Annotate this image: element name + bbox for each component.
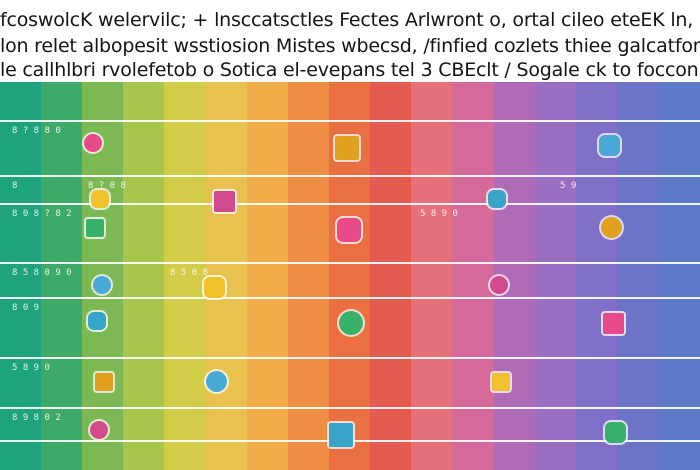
color-band bbox=[0, 82, 43, 470]
row-divider bbox=[0, 203, 700, 205]
paint-icon bbox=[599, 135, 620, 156]
star-icon bbox=[492, 373, 510, 391]
color-band bbox=[370, 82, 413, 470]
row-divider bbox=[0, 175, 700, 177]
row-label: 5 8 9 0 bbox=[420, 209, 458, 219]
star-icon bbox=[204, 277, 225, 298]
header-line: lon relet albopesit wsstiosion Mistes wb… bbox=[0, 35, 700, 57]
leaf-icon bbox=[335, 136, 359, 160]
color-band bbox=[617, 82, 660, 470]
row-divider bbox=[0, 407, 700, 409]
row-label: 8 ? 0 8 bbox=[88, 181, 126, 191]
leaf-icon bbox=[95, 373, 113, 391]
row-divider bbox=[0, 262, 700, 264]
row-label: 8 0 9 bbox=[12, 303, 40, 313]
chart-icon bbox=[337, 218, 361, 242]
shield-icon bbox=[86, 219, 104, 237]
row-divider bbox=[0, 297, 700, 299]
color-band bbox=[205, 82, 248, 470]
row-divider bbox=[0, 357, 700, 359]
paint-icon bbox=[93, 276, 111, 294]
row-label: 8 9 8 0 2 bbox=[12, 413, 61, 423]
row-label: 8 5 0 8 bbox=[170, 268, 208, 278]
row-label: 5 9 bbox=[560, 181, 577, 191]
palette-icon bbox=[329, 423, 353, 447]
palette-icon bbox=[488, 190, 506, 208]
row-label: 8 ? 8 8 0 bbox=[12, 126, 61, 136]
cube-icon bbox=[214, 191, 235, 212]
chart-icon bbox=[603, 313, 624, 334]
color-band bbox=[123, 82, 166, 470]
cube-icon bbox=[490, 276, 508, 294]
row-label: 8 0 8 ? 8 2 bbox=[12, 209, 72, 219]
row-divider bbox=[0, 120, 700, 122]
header-line: fcoswolcK welervilc; + lnsccatsctles Fec… bbox=[0, 9, 700, 31]
row-label: 5 8 9 0 bbox=[12, 363, 50, 373]
chart-icon bbox=[84, 134, 102, 152]
row-label: 8 bbox=[12, 181, 18, 191]
row-label: 8 5 8 0 9 0 bbox=[12, 268, 72, 278]
page-header: fcoswolcK welervilc; + lnsccatsctles Fec… bbox=[0, 0, 700, 82]
leaf-icon bbox=[601, 217, 622, 238]
color-band bbox=[41, 82, 84, 470]
header-line: le callhlbri rvolefetob o Sotica el-evep… bbox=[0, 59, 700, 81]
color-band bbox=[247, 82, 290, 470]
color-band bbox=[658, 82, 700, 470]
color-band bbox=[164, 82, 207, 470]
color-band bbox=[452, 82, 495, 470]
palette-icon bbox=[88, 312, 106, 330]
star-icon bbox=[91, 190, 109, 208]
shield-icon bbox=[605, 422, 626, 443]
color-band bbox=[535, 82, 578, 470]
shield-icon bbox=[339, 311, 363, 335]
cube-icon bbox=[90, 421, 108, 439]
color-band bbox=[411, 82, 454, 470]
color-band bbox=[288, 82, 331, 470]
paint-icon bbox=[206, 371, 227, 392]
